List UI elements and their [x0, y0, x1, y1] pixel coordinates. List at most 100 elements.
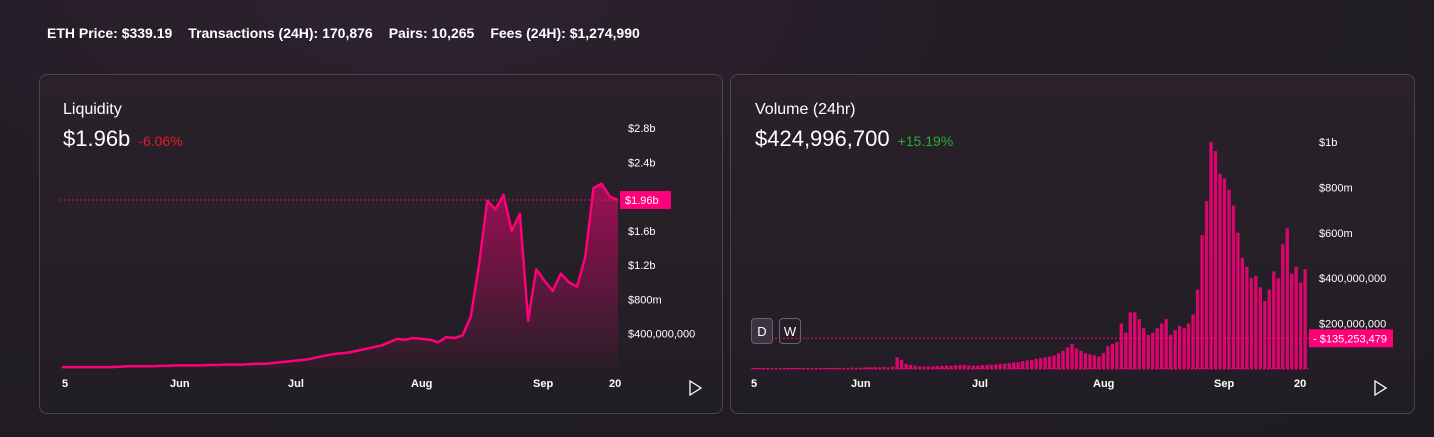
volume-bar: [953, 365, 958, 369]
volume-bar: [882, 367, 886, 369]
volume-bar: [1092, 355, 1097, 369]
volume-bar: [1254, 275, 1258, 369]
volume-bar: [792, 368, 796, 369]
volume-bar: [994, 364, 998, 369]
daily-toggle-button[interactable]: D: [751, 318, 773, 344]
volume-bar: [1191, 314, 1195, 369]
x-tick-label: Jun: [851, 378, 871, 390]
eth-price: ETH Price: $339.19: [47, 25, 173, 41]
volume-bar: [787, 368, 792, 369]
volume-bar: [949, 365, 953, 369]
volume-bar: [1294, 266, 1298, 369]
volume-bar: [1137, 319, 1141, 369]
volume-bar: [1097, 356, 1101, 369]
volume-bar: [1231, 205, 1236, 369]
volume-bar: [1249, 278, 1253, 369]
liquidity-value: $1.96b: [63, 126, 131, 151]
volume-bar: [1128, 312, 1132, 370]
weekly-toggle-button[interactable]: W: [779, 318, 801, 344]
volume-bar: [922, 366, 926, 369]
volume-bar: [1209, 142, 1213, 369]
volume-bar: [1146, 334, 1150, 369]
volume-bar: [1299, 282, 1303, 369]
volume-bar: [1124, 332, 1128, 369]
volume-bar: [931, 366, 935, 369]
volume-bar: [891, 366, 895, 369]
volume-bar: [1074, 348, 1079, 369]
current-value-badge: [1309, 329, 1393, 348]
y-tick-label: $400,000,000: [628, 329, 695, 341]
volume-bar: [859, 367, 863, 369]
volume-bar: [886, 367, 890, 369]
y-tick-label: $2.8b: [628, 123, 656, 135]
volume-bar: [1186, 323, 1191, 369]
volume-bar: [1021, 361, 1025, 369]
liquidity-chart[interactable]: $400,000,000 $800m $1.2b $1.6b $2.4b $2.8b 5 J…: [40, 75, 723, 414]
volume-bar: [1276, 278, 1280, 369]
volume-bar: [971, 365, 975, 369]
volume-bar: [1034, 358, 1038, 369]
volume-value: $424,996,700: [755, 126, 890, 151]
volume-bar: [1195, 289, 1200, 369]
volume-bar: [1204, 201, 1209, 369]
volume-bar: [823, 368, 827, 369]
volume-bar: [1303, 269, 1307, 369]
volume-value-row: $424,996,700 +15.19%: [755, 126, 953, 152]
volume-bar: [1043, 357, 1047, 369]
volume-bar: [1182, 328, 1186, 369]
play-icon[interactable]: [689, 379, 703, 397]
volume-bar: [958, 365, 962, 369]
stats-bar: ETH Price: $339.19 Transactions (24H): 1…: [47, 25, 640, 41]
fees-24h: Fees (24H): $1,274,990: [490, 25, 640, 41]
x-tick-label: Sep: [533, 378, 553, 390]
volume-bar: [1151, 332, 1155, 369]
volume-bar: [1200, 235, 1204, 369]
volume-bar: [796, 368, 801, 369]
volume-chart[interactable]: $200,000,000 $400,000,000 $600m $800m $1b 5 J…: [731, 75, 1415, 414]
y-tick-label: $400,000,000: [1319, 273, 1386, 285]
current-value-label: $1.96b: [625, 195, 659, 207]
volume-bar: [1119, 323, 1123, 369]
volume-bar: [837, 367, 841, 369]
volume-bar: [801, 368, 805, 369]
x-tick-label: Jul: [288, 378, 304, 390]
volume-bar: [1281, 244, 1285, 369]
volume-bar: [877, 367, 881, 369]
liquidity-change: -6.06%: [138, 133, 183, 149]
volume-bar: [1164, 319, 1168, 369]
volume-bar: [998, 364, 1002, 369]
volume-bar: [980, 365, 984, 369]
volume-bar: [935, 366, 940, 369]
volume-bar: [1218, 173, 1222, 369]
volume-bar: [989, 364, 993, 369]
volume-bar: [846, 367, 850, 369]
volume-title: Volume (24hr): [755, 101, 856, 118]
volume-bar: [1169, 334, 1173, 369]
volume-bar: [1079, 350, 1083, 369]
volume-bar: [944, 365, 949, 369]
volume-bar: [967, 365, 971, 369]
volume-bar: [1133, 312, 1137, 370]
volume-bar: [761, 368, 765, 369]
volume-bar: [1056, 353, 1061, 369]
volume-bar: [1227, 189, 1231, 369]
volume-bar: [1052, 355, 1056, 369]
volume-bar: [752, 368, 756, 369]
volume-bar: [1267, 289, 1271, 369]
volume-bar: [855, 367, 859, 369]
volume-bar: [1016, 362, 1020, 369]
liquidity-card: Liquidity $1.96b -6.06% $400,000,000 $800m…: [39, 74, 723, 414]
volume-bar: [1178, 325, 1182, 369]
volume-bar: [873, 367, 877, 369]
play-icon[interactable]: [1374, 379, 1388, 397]
volume-bar: [1142, 328, 1146, 369]
liquidity-area-fill: [62, 183, 618, 368]
x-tick-label: 20: [1294, 378, 1306, 390]
transactions-24h: Transactions (24H): 170,876: [188, 25, 373, 41]
y-tick-label: $800m: [628, 294, 662, 306]
volume-bar: [908, 364, 913, 369]
volume-bar: [868, 367, 872, 369]
volume-bar: [917, 366, 922, 369]
volume-bar: [1240, 257, 1244, 369]
volume-bar: [1012, 362, 1016, 369]
